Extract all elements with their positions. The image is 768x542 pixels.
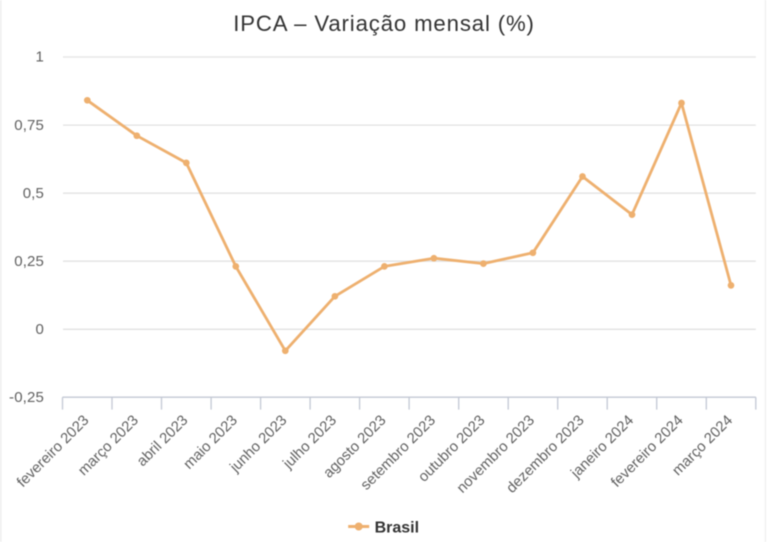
- svg-text:Brasil: Brasil: [375, 519, 419, 536]
- svg-text:1: 1: [36, 49, 45, 66]
- svg-text:0,25: 0,25: [14, 253, 44, 270]
- svg-text:0: 0: [36, 321, 45, 338]
- svg-text:IPCA – Variação mensal (%): IPCA – Variação mensal (%): [233, 11, 535, 36]
- svg-text:0,5: 0,5: [23, 185, 44, 202]
- svg-text:-0,25: -0,25: [9, 389, 44, 406]
- svg-text:0,75: 0,75: [14, 117, 44, 134]
